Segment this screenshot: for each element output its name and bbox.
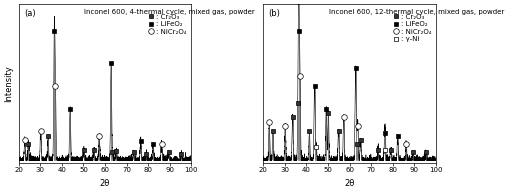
Legend: : Cr₂O₃, : LiFeO₂, : NiCr₂O₄, : γ-Ni: : Cr₂O₃, : LiFeO₂, : NiCr₂O₄, : γ-Ni [391,12,432,43]
Legend: : Cr₂O₃, : LiFeO₂, : NiCr₂O₄: : Cr₂O₃, : LiFeO₂, : NiCr₂O₄ [147,12,188,36]
X-axis label: 2θ: 2θ [100,179,110,188]
Y-axis label: Intensity: Intensity [4,65,13,102]
Text: Inconel 600, 4-thermal cycle, mixed gas, powder: Inconel 600, 4-thermal cycle, mixed gas,… [84,9,255,15]
Text: (a): (a) [24,9,35,18]
X-axis label: 2θ: 2θ [344,179,355,188]
Text: (b): (b) [268,9,280,18]
Text: Inconel 600, 12-thermal cycle, mixed gas, powder: Inconel 600, 12-thermal cycle, mixed gas… [329,9,504,15]
